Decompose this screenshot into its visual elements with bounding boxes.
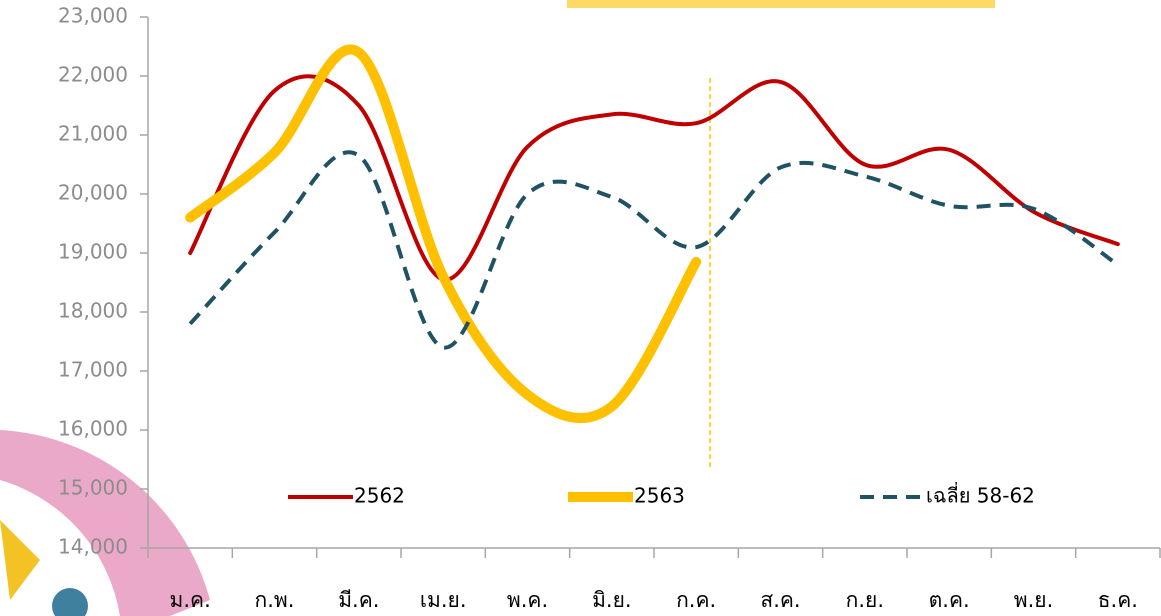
x-tick-label: มิ.ย. <box>592 588 632 612</box>
x-tick-label: ม.ค. <box>170 588 211 612</box>
x-tick-label: ก.ค. <box>676 588 716 612</box>
y-tick-label: 22,000 <box>58 63 128 87</box>
x-tick-label: ธ.ค. <box>1098 588 1138 612</box>
x-tick-label: พ.ย. <box>1014 588 1054 612</box>
header-bar <box>567 0 995 8</box>
x-tick-label: ก.พ. <box>255 588 295 612</box>
x-tick-label: ส.ค. <box>760 588 800 612</box>
y-tick-label: 14,000 <box>58 535 128 559</box>
x-tick-label: พ.ค. <box>507 588 548 612</box>
y-tick-label: 21,000 <box>58 122 128 146</box>
x-tick-label: มี.ค. <box>338 588 379 612</box>
x-tick-label: เม.ย. <box>420 588 467 612</box>
legend-label: 2563 <box>634 484 685 508</box>
y-tick-label: 16,000 <box>58 417 128 441</box>
series-line <box>185 44 702 424</box>
y-tick-label: 23,000 <box>58 4 128 28</box>
series-line <box>188 150 1119 350</box>
x-tick-label: ต.ค. <box>929 588 970 612</box>
series-line <box>188 74 1120 282</box>
legend-label: 2562 <box>354 484 405 508</box>
logo-decoration <box>0 430 210 616</box>
y-tick-label: 18,000 <box>58 299 128 323</box>
y-tick-label: 17,000 <box>58 358 128 382</box>
y-tick-label: 15,000 <box>58 476 128 500</box>
y-tick-label: 19,000 <box>58 240 128 264</box>
legend-label: เฉลี่ย 58-62 <box>926 482 1035 508</box>
x-tick-label: ก.ย. <box>846 588 884 612</box>
y-tick-label: 20,000 <box>58 181 128 205</box>
